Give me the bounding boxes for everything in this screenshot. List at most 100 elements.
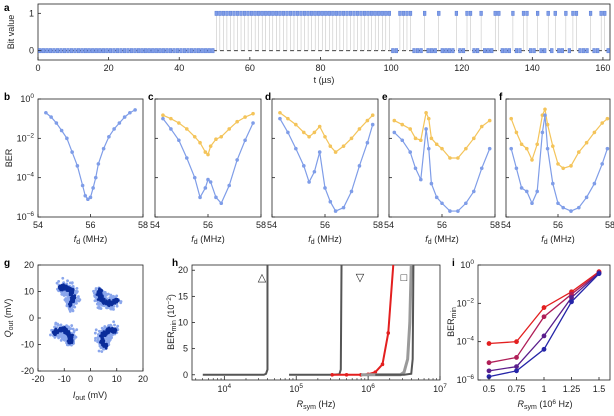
data-point xyxy=(419,177,423,182)
bit-marker xyxy=(105,48,109,54)
data-point xyxy=(514,339,519,345)
panel-i: 0.5 0.75 1 1.25 1.5 100 10−2 10−4 10−6 Rsym (106 … xyxy=(446,259,611,411)
exponent: 5 xyxy=(299,383,303,390)
iq-point-dense xyxy=(107,300,111,304)
data-point xyxy=(577,205,581,210)
bit-marker xyxy=(179,48,183,54)
data-point xyxy=(525,189,529,194)
x-tick-label: 160 xyxy=(595,63,610,73)
data-point xyxy=(605,146,610,151)
exponent: 6 xyxy=(371,383,375,390)
bit-marker xyxy=(204,48,208,54)
data-point xyxy=(413,136,418,141)
bit-marker xyxy=(539,48,543,54)
x-axis-label: fd (MHz) xyxy=(191,234,224,246)
bit-marker xyxy=(161,48,165,54)
bit-marker xyxy=(405,10,409,16)
data-point xyxy=(75,164,80,168)
data-point xyxy=(333,209,338,213)
iq-point-dense xyxy=(104,346,108,349)
x-axis-label: Rsym (106 Hz) xyxy=(518,399,573,411)
data-point xyxy=(286,116,290,121)
data-point xyxy=(434,142,439,147)
iq-point xyxy=(93,299,97,303)
bit-marker xyxy=(398,10,402,16)
unit: (Hz) xyxy=(316,399,336,409)
bit-marker xyxy=(126,48,130,54)
data-point xyxy=(509,116,513,121)
iq-point xyxy=(94,287,98,290)
iq-point xyxy=(93,294,97,298)
data-point xyxy=(278,116,282,121)
series-line-yellow xyxy=(510,107,608,169)
iq-point-dense xyxy=(64,330,67,334)
data-point xyxy=(65,136,69,141)
y-axis-label: BERmin (10−2) xyxy=(166,294,178,350)
bit-marker xyxy=(380,10,384,16)
x-tick-label: 20 xyxy=(104,63,114,73)
bit-marker xyxy=(172,48,176,54)
panel-c: 54 56 58 fd (MHz) xyxy=(150,98,266,246)
data-point xyxy=(80,183,85,188)
subscript: d xyxy=(76,239,80,246)
data-point xyxy=(49,115,53,119)
bit-marker xyxy=(451,48,455,54)
panel-letter-f: f xyxy=(499,92,503,103)
bit-marker xyxy=(122,48,127,54)
iq-point-dense xyxy=(100,339,104,343)
x-tick-label: 54 xyxy=(150,220,160,230)
x-tick-label: 58 xyxy=(605,220,614,230)
bit-marker xyxy=(458,48,462,54)
data-point xyxy=(426,146,431,151)
data-point xyxy=(569,299,574,305)
data-point xyxy=(584,140,589,145)
data-point xyxy=(540,113,545,118)
y-tick-label: 10−2 xyxy=(457,297,475,308)
iq-point xyxy=(96,335,100,339)
bit-marker xyxy=(472,48,476,54)
iq-point xyxy=(62,292,66,296)
exponent: 7 xyxy=(443,383,447,390)
bit-marker xyxy=(553,10,557,16)
data-point xyxy=(440,146,444,151)
bit-marker xyxy=(221,10,225,16)
y-tick-label: 1 xyxy=(29,8,34,18)
iq-point xyxy=(61,276,65,280)
bit-marker xyxy=(454,10,459,16)
data-point xyxy=(541,305,547,310)
y-tick-label: 0 xyxy=(29,313,34,323)
x-tick-label: -20 xyxy=(31,374,44,384)
data-point xyxy=(514,166,519,171)
bit-marker xyxy=(461,48,466,54)
bit-marker xyxy=(133,48,137,54)
x-axis-label: Iout (mV) xyxy=(73,390,107,402)
data-point xyxy=(541,314,547,320)
data-point xyxy=(535,142,539,147)
data-point xyxy=(440,201,444,206)
iq-point xyxy=(74,335,77,339)
bit-marker xyxy=(355,10,360,16)
y-tick-label: 20 xyxy=(178,265,188,275)
iq-point-dense xyxy=(51,330,55,334)
bit-marker xyxy=(412,48,416,54)
data-point xyxy=(600,121,604,125)
iq-point-dense xyxy=(104,332,108,336)
bit-marker xyxy=(437,10,441,16)
data-point xyxy=(59,128,64,133)
data-point xyxy=(302,164,306,168)
bit-marker xyxy=(426,48,430,54)
y-tick-label: 100 xyxy=(20,93,34,104)
bit-marker xyxy=(218,10,222,16)
bit-marker xyxy=(324,10,328,16)
data-point xyxy=(91,186,95,190)
iq-point xyxy=(100,350,104,353)
iq-point-dense xyxy=(99,298,102,302)
subscript: d xyxy=(428,239,432,246)
bit-marker xyxy=(214,10,218,16)
data-point xyxy=(569,295,574,300)
iq-point xyxy=(64,299,68,303)
bit-marker xyxy=(465,10,469,16)
bit-marker xyxy=(320,10,324,16)
series-line-dark_gray xyxy=(289,264,343,376)
